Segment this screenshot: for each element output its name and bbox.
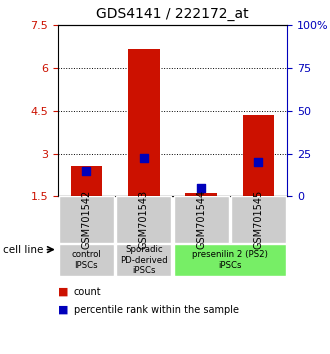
Bar [174, 196, 229, 243]
Bar [231, 196, 286, 243]
Bar [174, 244, 286, 276]
Text: control
IPSCs: control IPSCs [72, 251, 101, 270]
Text: Sporadic
PD-derived
iPSCs: Sporadic PD-derived iPSCs [120, 245, 168, 275]
Point [198, 185, 204, 191]
Bar [243, 115, 274, 196]
Point [141, 155, 147, 161]
Bar [116, 244, 171, 276]
Point [84, 168, 89, 173]
Bar [59, 196, 114, 243]
Bar [116, 196, 171, 243]
Title: GDS4141 / 222172_at: GDS4141 / 222172_at [96, 7, 249, 21]
Text: GSM701543: GSM701543 [139, 190, 149, 249]
Text: GSM701545: GSM701545 [253, 190, 263, 249]
Text: ■: ■ [58, 287, 68, 297]
Text: count: count [74, 287, 101, 297]
Bar [185, 193, 217, 196]
Bar [128, 49, 159, 196]
Bar [59, 244, 114, 276]
Text: presenilin 2 (PS2)
iPSCs: presenilin 2 (PS2) iPSCs [192, 251, 268, 270]
Text: cell line: cell line [3, 245, 44, 255]
Point [256, 159, 261, 165]
Text: GSM701544: GSM701544 [196, 190, 206, 249]
Text: percentile rank within the sample: percentile rank within the sample [74, 305, 239, 315]
Bar [71, 166, 102, 196]
Text: ■: ■ [58, 305, 68, 315]
Text: GSM701542: GSM701542 [82, 190, 91, 249]
